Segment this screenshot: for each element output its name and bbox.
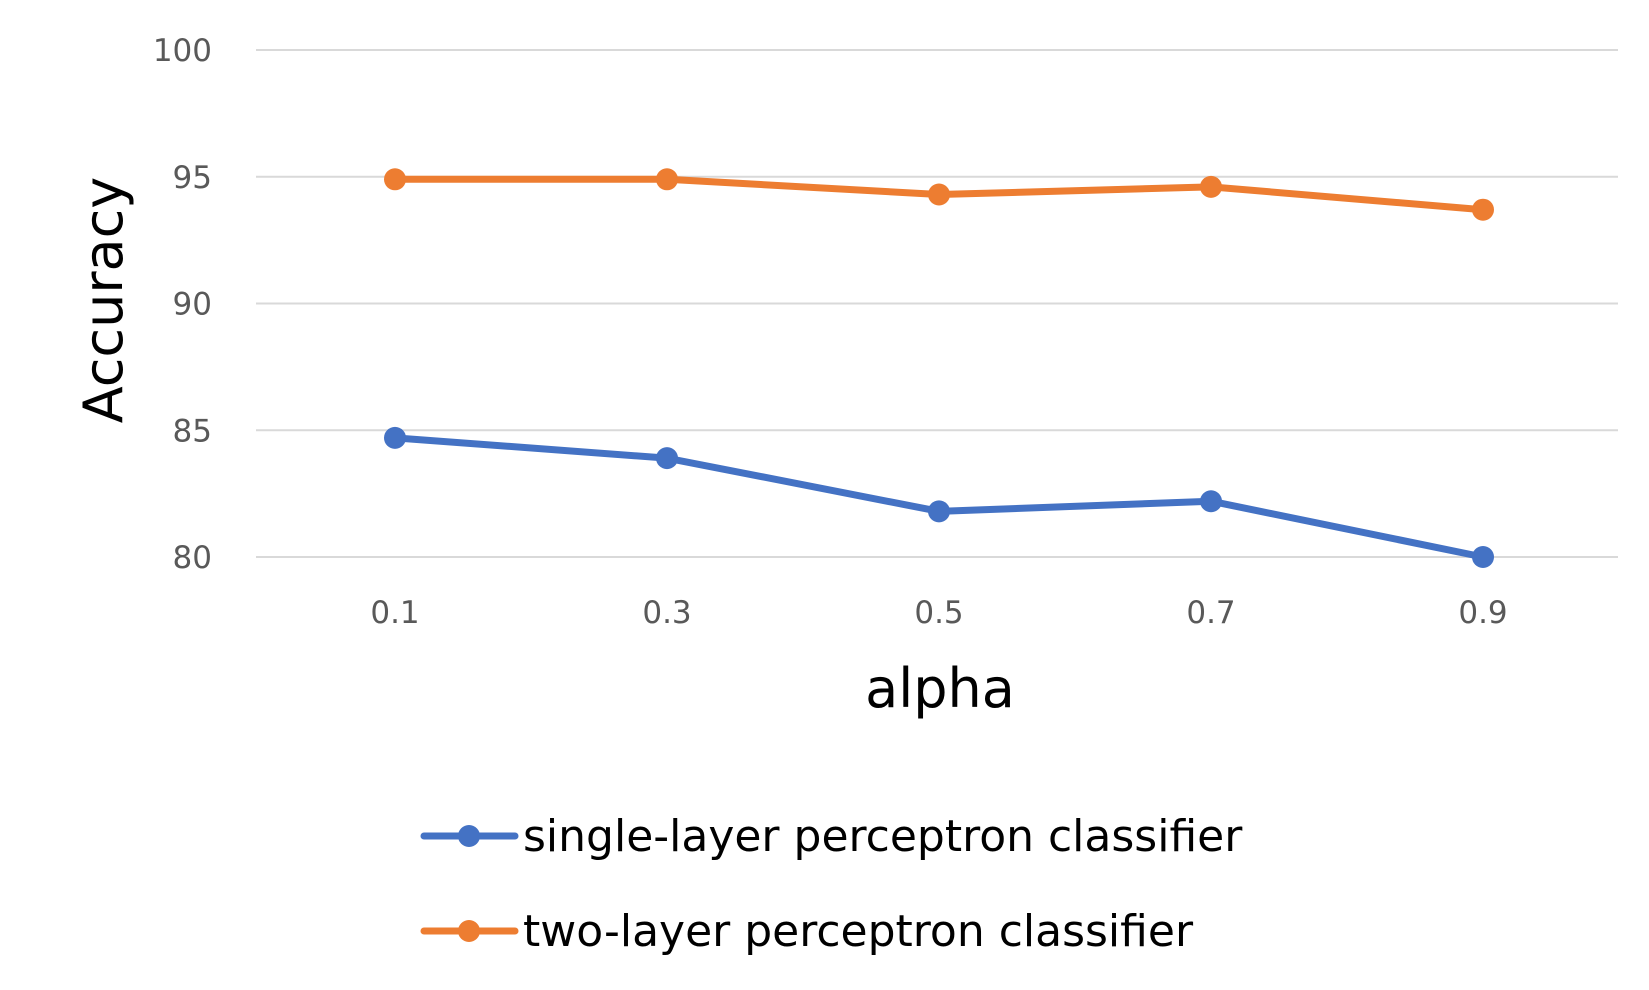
y-tick-label: 80	[173, 540, 212, 576]
y-tick-label: 100	[153, 33, 212, 69]
legend-label: single-layer perceptron classifier	[523, 811, 1243, 862]
gridlines	[256, 49, 1618, 558]
data-point	[928, 500, 950, 523]
x-axis-title: alpha	[865, 657, 1015, 720]
data-point	[1200, 490, 1222, 513]
x-tick-label: 0.9	[1458, 595, 1507, 631]
data-point	[1200, 175, 1222, 198]
x-tick-label: 0.1	[370, 595, 419, 631]
series-line	[391, 434, 1487, 561]
data-point	[384, 168, 406, 191]
series-1	[384, 426, 1494, 568]
y-axis-tick-labels: 80 85 90 95 100	[153, 33, 212, 576]
series-lines	[384, 168, 1494, 568]
x-axis-tick-labels: 0.1 0.3 0.5 0.7 0.9	[370, 595, 1507, 631]
legend-item: single-layer perceptron classifier	[420, 811, 1243, 862]
legend: single-layer perceptron classifier two-la…	[420, 811, 1243, 957]
y-tick-label: 85	[173, 413, 212, 449]
x-tick-label: 0.3	[642, 595, 691, 631]
legend-marker	[458, 920, 480, 942]
data-point	[1472, 546, 1494, 568]
data-point	[384, 426, 406, 449]
data-point	[656, 168, 678, 191]
legend-marker	[458, 825, 480, 847]
legend-label: two-layer perceptron classifier	[523, 906, 1194, 957]
data-point	[928, 183, 950, 206]
data-point	[656, 447, 678, 470]
data-point	[1472, 198, 1494, 221]
y-axis-title: Accuracy	[72, 177, 135, 424]
legend-item: two-layer perceptron classifier	[420, 906, 1194, 957]
x-tick-label: 0.7	[1186, 595, 1235, 631]
y-tick-label: 95	[173, 160, 212, 196]
series-2	[384, 168, 1494, 221]
x-tick-label: 0.5	[914, 595, 963, 631]
y-tick-label: 90	[173, 287, 212, 323]
